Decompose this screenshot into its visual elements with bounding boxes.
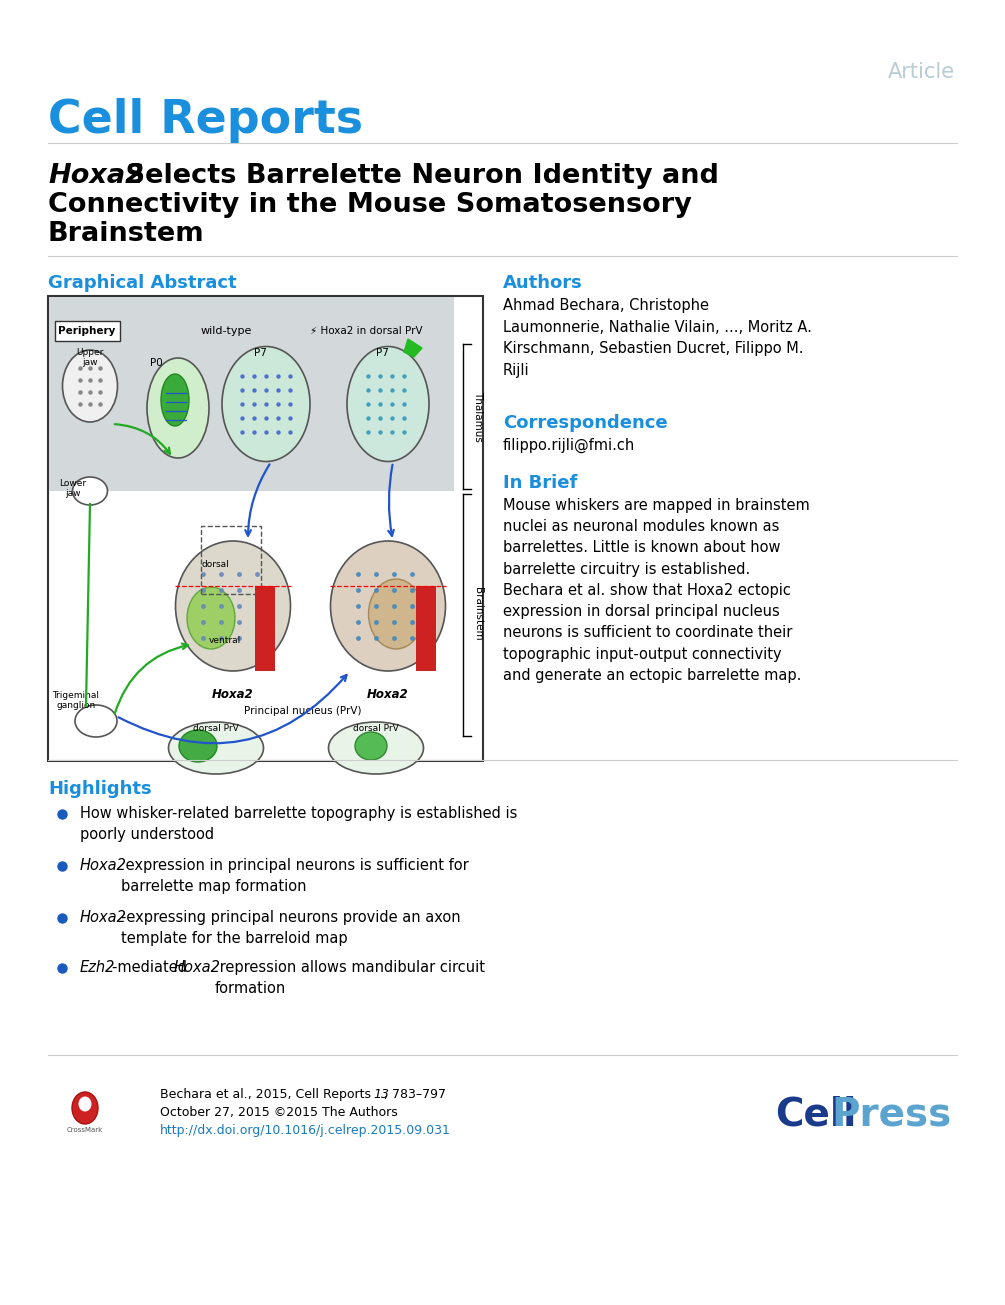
- Text: expression in principal neurons is sufficient for
barrelette map formation: expression in principal neurons is suffi…: [121, 857, 468, 894]
- Ellipse shape: [78, 1096, 91, 1112]
- Text: Cell Reports: Cell Reports: [48, 98, 363, 144]
- Text: Trigeminal
ganglion: Trigeminal ganglion: [52, 692, 99, 710]
- Text: dorsal PrV: dorsal PrV: [193, 724, 239, 733]
- Text: 13: 13: [373, 1088, 389, 1101]
- Text: Article: Article: [887, 63, 955, 82]
- Text: P7: P7: [376, 348, 389, 358]
- Text: P0: P0: [150, 358, 163, 368]
- Bar: [416, 586, 436, 671]
- Text: , 783–797: , 783–797: [384, 1088, 446, 1101]
- Text: wild-type: wild-type: [200, 326, 251, 335]
- Text: Authors: Authors: [502, 274, 583, 292]
- Text: Mouse whiskers are mapped in brainstem
nuclei as neuronal modules known as
barre: Mouse whiskers are mapped in brainstem n…: [502, 499, 810, 683]
- Text: filippo.rijli@fmi.ch: filippo.rijli@fmi.ch: [502, 438, 635, 453]
- Ellipse shape: [169, 722, 263, 774]
- Text: Hoxa2: Hoxa2: [48, 163, 144, 189]
- Text: http://dx.doi.org/10.1016/j.celrep.2015.09.031: http://dx.doi.org/10.1016/j.celrep.2015.…: [160, 1124, 451, 1137]
- Text: Graphical Abstract: Graphical Abstract: [48, 274, 236, 292]
- Ellipse shape: [369, 579, 423, 649]
- Text: Correspondence: Correspondence: [502, 414, 667, 432]
- Ellipse shape: [72, 478, 108, 505]
- Ellipse shape: [331, 542, 445, 671]
- Text: Cell: Cell: [775, 1095, 856, 1133]
- Text: In Brief: In Brief: [502, 474, 578, 492]
- Text: +: +: [79, 1098, 90, 1111]
- Text: Hoxa2: Hoxa2: [367, 688, 409, 701]
- Text: repression allows mandibular circuit
formation: repression allows mandibular circuit for…: [215, 960, 485, 996]
- Text: Connectivity in the Mouse Somatosensory: Connectivity in the Mouse Somatosensory: [48, 192, 691, 218]
- Bar: [255, 586, 275, 671]
- Ellipse shape: [187, 587, 235, 649]
- Polygon shape: [404, 339, 422, 358]
- Bar: [49, 298, 454, 491]
- Bar: [48, 296, 483, 761]
- Text: Lower
jaw: Lower jaw: [59, 479, 86, 499]
- Text: dorsal: dorsal: [201, 560, 229, 569]
- Text: Thalamus: Thalamus: [473, 390, 483, 441]
- Text: CrossMark: CrossMark: [67, 1128, 104, 1133]
- Text: Press: Press: [831, 1095, 952, 1133]
- Bar: [201, 526, 261, 594]
- Text: ⚡ Hoxa2 in dorsal PrV: ⚡ Hoxa2 in dorsal PrV: [310, 326, 422, 335]
- Ellipse shape: [147, 358, 209, 458]
- Text: Bechara et al., 2015, Cell Reports: Bechara et al., 2015, Cell Reports: [160, 1088, 375, 1101]
- Text: Hoxa2: Hoxa2: [80, 857, 127, 873]
- Ellipse shape: [62, 350, 118, 422]
- Text: Principal nucleus (PrV): Principal nucleus (PrV): [244, 706, 362, 716]
- Ellipse shape: [329, 722, 423, 774]
- Text: Hoxa2: Hoxa2: [212, 688, 254, 701]
- Text: Periphery: Periphery: [58, 326, 116, 335]
- Text: Hoxa2: Hoxa2: [80, 910, 127, 925]
- Text: Selects Barrelette Neuron Identity and: Selects Barrelette Neuron Identity and: [116, 163, 719, 189]
- Text: Brainstem: Brainstem: [48, 221, 205, 247]
- Text: Brainstem: Brainstem: [473, 587, 483, 641]
- Ellipse shape: [179, 729, 217, 762]
- Ellipse shape: [176, 542, 290, 671]
- Ellipse shape: [75, 705, 117, 737]
- Text: October 27, 2015 ©2015 The Authors: October 27, 2015 ©2015 The Authors: [160, 1107, 398, 1118]
- Text: dorsal PrV: dorsal PrV: [353, 724, 399, 733]
- Text: Hoxa2: Hoxa2: [174, 960, 221, 975]
- Text: ventral: ventral: [209, 636, 241, 645]
- Ellipse shape: [355, 732, 387, 760]
- Ellipse shape: [347, 347, 429, 462]
- Ellipse shape: [72, 1092, 98, 1124]
- Text: -mediated: -mediated: [112, 960, 192, 975]
- Text: Ahmad Bechara, Christophe
Laumonnerie, Nathalie Vilain, ..., Moritz A.
Kirschman: Ahmad Bechara, Christophe Laumonnerie, N…: [502, 298, 812, 378]
- Ellipse shape: [222, 347, 310, 462]
- Text: P7: P7: [254, 348, 267, 358]
- Text: Ezh2: Ezh2: [80, 960, 116, 975]
- Ellipse shape: [161, 375, 189, 425]
- Text: Highlights: Highlights: [48, 780, 152, 797]
- Bar: [55, 321, 120, 341]
- Text: How whisker-related barrelette topography is established is
poorly understood: How whisker-related barrelette topograph…: [80, 806, 518, 842]
- Text: -expressing principal neurons provide an axon
template for the barreloid map: -expressing principal neurons provide an…: [121, 910, 460, 946]
- Text: Upper
jaw: Upper jaw: [76, 348, 104, 368]
